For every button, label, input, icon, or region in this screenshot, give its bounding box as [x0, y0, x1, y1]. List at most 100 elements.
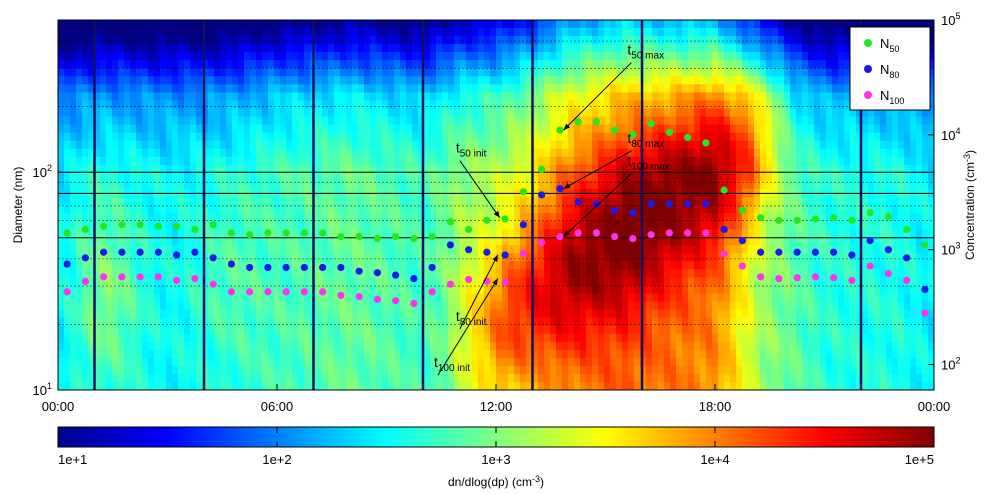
heatmap-cell	[94, 213, 101, 222]
heatmap-cell	[88, 253, 95, 262]
heatmap-cell	[394, 221, 401, 230]
heatmap-cell	[520, 180, 527, 190]
heatmap-cell	[496, 245, 503, 254]
heatmap-cell	[442, 253, 449, 262]
heatmap-cell	[112, 357, 119, 367]
heatmap-cell	[58, 76, 65, 85]
heatmap-cell	[328, 116, 335, 126]
heatmap-cell	[574, 349, 581, 359]
heatmap-cell	[376, 285, 383, 295]
heatmap-cell	[532, 269, 539, 278]
heatmap-cell	[502, 60, 509, 69]
heatmap-cell	[562, 357, 569, 367]
heatmap-cell	[484, 221, 491, 230]
heatmap-cell	[106, 148, 113, 158]
heatmap-cell	[328, 156, 335, 166]
heatmap-cell	[88, 172, 95, 182]
heatmap-cell	[478, 84, 485, 93]
heatmap-cell	[304, 293, 311, 303]
heatmap-cell	[490, 116, 497, 126]
heatmap-cell	[634, 245, 641, 254]
heatmap-cell	[682, 221, 689, 230]
heatmap-cell	[400, 349, 407, 359]
heatmap-cell	[358, 301, 365, 311]
heatmap-cell	[214, 140, 221, 150]
heatmap-cell	[142, 229, 149, 238]
heatmap-cell	[220, 68, 227, 77]
heatmap-cell	[460, 36, 467, 45]
heatmap-cell	[610, 349, 617, 359]
heatmap-cell	[154, 333, 161, 343]
heatmap-cell	[634, 277, 641, 287]
heatmap-cell	[688, 365, 695, 375]
heatmap-cell	[58, 341, 65, 351]
heatmap-cell	[454, 68, 461, 77]
heatmap-cell	[586, 52, 593, 61]
heatmap-cell	[478, 253, 485, 262]
heatmap-cell	[460, 333, 467, 343]
heatmap-cell	[358, 84, 365, 93]
heatmap-cell	[664, 205, 671, 214]
heatmap-cell	[214, 108, 221, 118]
heatmap-cell	[568, 156, 575, 166]
heatmap-cell	[94, 124, 101, 134]
heatmap-cell	[274, 140, 281, 150]
heatmap-cell	[292, 325, 299, 335]
heatmap-cell	[94, 116, 101, 126]
heatmap-cell	[160, 196, 167, 206]
heatmap-cell	[544, 341, 551, 351]
heatmap-cell	[304, 301, 311, 311]
heatmap-cell	[154, 341, 161, 351]
heatmap-cell	[112, 44, 119, 53]
heatmap-cell	[172, 245, 179, 254]
heatmap-cell	[94, 36, 101, 45]
heatmap-cell	[646, 269, 653, 278]
heatmap-cell	[214, 44, 221, 53]
heatmap-cell	[406, 60, 413, 69]
heatmap-cell	[454, 205, 461, 214]
heatmap-cell	[250, 36, 257, 45]
heatmap-cell	[436, 333, 443, 343]
heatmap-cell	[322, 180, 329, 190]
heatmap-cell	[394, 301, 401, 311]
heatmap-cell	[298, 28, 305, 37]
heatmap-cell	[418, 357, 425, 367]
heatmap-cell	[418, 180, 425, 190]
heatmap-cell	[424, 349, 431, 359]
heatmap-cell	[220, 325, 227, 335]
heatmap-cell	[196, 44, 203, 53]
heatmap-cell	[172, 205, 179, 214]
heatmap-cell	[574, 44, 581, 53]
heatmap-cell	[94, 349, 101, 359]
heatmap-cell	[178, 68, 185, 77]
heatmap-cell	[586, 68, 593, 77]
heatmap-cell	[580, 44, 587, 53]
heatmap-cell	[136, 333, 143, 343]
heatmap-cell	[442, 124, 449, 134]
heatmap-cell	[262, 325, 269, 335]
heatmap-cell	[244, 180, 251, 190]
heatmap-cell	[112, 92, 119, 102]
heatmap-cell	[172, 60, 179, 69]
heatmap-cell	[238, 116, 245, 126]
heatmap-cell	[316, 277, 323, 287]
heatmap-cell	[106, 44, 113, 53]
heatmap-cell	[568, 237, 575, 246]
heatmap-cell	[388, 108, 395, 118]
heatmap-cell	[556, 36, 563, 45]
heatmap-cell	[430, 196, 437, 206]
heatmap-cell	[520, 269, 527, 278]
heatmap-cell	[412, 221, 419, 230]
heatmap-cell	[520, 253, 527, 262]
heatmap-cell	[442, 229, 449, 238]
heatmap-cell	[76, 124, 83, 134]
heatmap-cell	[580, 293, 587, 303]
heatmap-cell	[160, 92, 167, 102]
heatmap-cell	[280, 205, 287, 214]
heatmap-cell	[334, 205, 341, 214]
heatmap-cell	[88, 100, 95, 110]
heatmap-cell	[184, 317, 191, 327]
heatmap-cell	[394, 205, 401, 214]
heatmap-cell	[664, 156, 671, 166]
heatmap-cell	[682, 349, 689, 359]
